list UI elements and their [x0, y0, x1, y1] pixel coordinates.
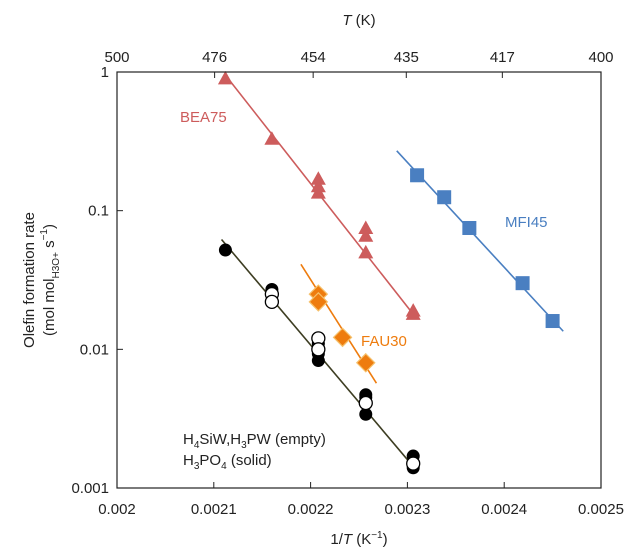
data-point [218, 243, 232, 257]
data-point [359, 407, 373, 421]
top-tick-label: 435 [394, 49, 419, 66]
top-axis-title: T (K) [342, 12, 375, 29]
y-axis-title-line1: Olefin formation rate [21, 212, 38, 348]
data-point [437, 190, 452, 205]
x-tick-label: 0.002 [98, 501, 136, 518]
data-point [311, 354, 325, 368]
top-tick-label: 500 [104, 49, 129, 66]
data-point [358, 220, 374, 234]
data-point [462, 220, 477, 235]
data-point [545, 314, 560, 329]
y-axis-title-line2: (mol molH3O+ s−1) [39, 224, 62, 336]
data-point [264, 294, 280, 310]
h-series-label-line1: H4SiW,H3PW (empty) [183, 431, 326, 451]
top-tick-label: 400 [588, 49, 613, 66]
top-axis-ticks: 500 476 454 435 417 400 [104, 49, 614, 78]
data-point [358, 244, 374, 259]
data-point [405, 306, 421, 320]
data-point [358, 395, 373, 411]
data-point [358, 228, 374, 242]
fit-line [396, 150, 564, 332]
bea75-label: BEA75 [180, 109, 227, 126]
data-point [355, 352, 376, 373]
y-axis-ticks: 0.001 0.01 0.1 1 [71, 64, 123, 497]
y-tick-label: 0.01 [80, 341, 109, 358]
x-tick-label: 0.0023 [384, 501, 430, 518]
data-point [310, 185, 326, 199]
fau30-label: FAU30 [361, 333, 407, 350]
data-point [311, 342, 326, 357]
y-axis-title: Olefin formation rate (mol molH3O+ s−1) [21, 212, 62, 348]
x-axis-title: 1/T (K−1) [330, 530, 387, 548]
data-point [217, 70, 233, 85]
top-tick-label: 476 [202, 49, 227, 66]
data-point [308, 292, 329, 312]
x-tick-label: 0.0021 [191, 501, 237, 518]
data-point [332, 327, 353, 348]
plot-frame [116, 71, 602, 489]
y-tick-label: 0.1 [88, 203, 109, 220]
mfi45-label: MFI45 [505, 214, 548, 231]
y-tick-label: 1 [101, 64, 109, 81]
x-tick-label: 0.0024 [481, 501, 527, 518]
data-point [406, 456, 421, 471]
data-point [410, 168, 425, 183]
x-axis-ticks: 0.002 0.0021 0.0022 0.0023 0.0024 0.0025 [98, 482, 624, 518]
h-series-label-line2: H3PO4 (solid) [183, 452, 272, 472]
data-point [515, 276, 530, 291]
x-tick-label: 0.0022 [288, 501, 334, 518]
data-points [217, 70, 560, 475]
y-tick-label: 0.001 [71, 480, 109, 497]
data-point [310, 171, 326, 185]
data-point [264, 131, 280, 145]
top-tick-label: 454 [301, 49, 326, 66]
x-tick-label: 0.0025 [578, 501, 624, 518]
top-tick-label: 417 [490, 49, 515, 66]
